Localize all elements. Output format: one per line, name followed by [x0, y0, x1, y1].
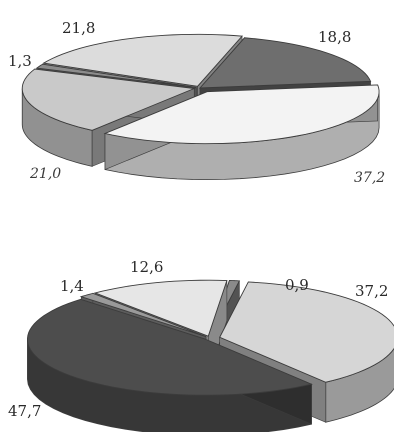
slice-label: 1,4 — [60, 277, 84, 295]
slice-label: 21,0 — [29, 166, 61, 182]
pie-slice-top — [27, 298, 313, 396]
pie-slice-top — [21, 68, 196, 131]
pie-slice — [103, 84, 380, 181]
slice-label: 37,2 — [354, 170, 385, 186]
slice-label: 37,2 — [355, 282, 388, 300]
pie-slice-top — [42, 33, 244, 87]
slice-label: 21,8 — [62, 19, 95, 37]
pie-chart-bottom — [27, 279, 394, 432]
slice-label: 1,3 — [8, 52, 32, 70]
slice-label: 47,7 — [8, 402, 41, 420]
pie-slice-top — [103, 84, 380, 145]
pie-slice-top — [35, 63, 197, 88]
slice-label: 18,8 — [318, 28, 351, 46]
slice-label: 0,9 — [285, 276, 309, 294]
slice-label: 12,6 — [130, 258, 163, 276]
pie-slice-top — [219, 281, 394, 383]
pie-chart-top — [21, 33, 380, 181]
pie-slice-top — [79, 292, 207, 338]
pie-slice — [27, 298, 313, 432]
pie-slice-top — [93, 279, 228, 337]
pie-slice-top — [198, 37, 372, 89]
